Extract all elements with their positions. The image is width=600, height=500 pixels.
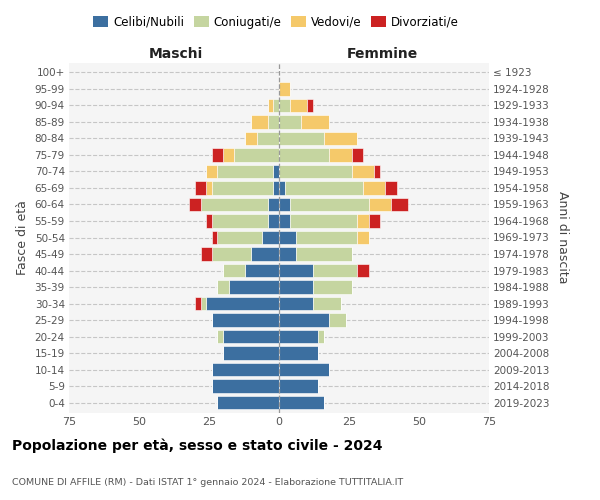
Bar bbox=[352, 164, 374, 178]
Bar bbox=[290, 198, 368, 211]
Bar bbox=[279, 132, 324, 145]
Text: Femmine: Femmine bbox=[347, 46, 418, 60]
Bar bbox=[206, 181, 212, 194]
Bar bbox=[301, 115, 329, 128]
Bar bbox=[307, 98, 313, 112]
Bar bbox=[206, 214, 212, 228]
Bar bbox=[212, 230, 217, 244]
Bar bbox=[279, 82, 290, 96]
Bar bbox=[279, 396, 324, 409]
Bar bbox=[290, 98, 307, 112]
Bar bbox=[268, 98, 274, 112]
Bar bbox=[200, 297, 206, 310]
Bar bbox=[391, 198, 408, 211]
Bar bbox=[279, 164, 352, 178]
Bar bbox=[313, 297, 341, 310]
Text: Popolazione per età, sesso e stato civile - 2024: Popolazione per età, sesso e stato civil… bbox=[12, 438, 383, 453]
Bar bbox=[212, 214, 268, 228]
Bar bbox=[195, 297, 200, 310]
Bar bbox=[268, 115, 279, 128]
Legend: Celibi/Nubili, Coniugati/e, Vedovi/e, Divorziati/e: Celibi/Nubili, Coniugati/e, Vedovi/e, Di… bbox=[88, 11, 464, 34]
Bar bbox=[206, 164, 217, 178]
Bar bbox=[284, 181, 363, 194]
Bar bbox=[212, 181, 274, 194]
Y-axis label: Fasce di età: Fasce di età bbox=[16, 200, 29, 275]
Bar bbox=[313, 280, 352, 294]
Bar bbox=[268, 198, 279, 211]
Bar bbox=[279, 198, 290, 211]
Bar bbox=[279, 264, 313, 278]
Bar bbox=[279, 380, 318, 393]
Bar bbox=[313, 264, 358, 278]
Bar bbox=[329, 314, 346, 327]
Bar bbox=[358, 230, 368, 244]
Bar bbox=[318, 330, 324, 344]
Bar bbox=[296, 230, 358, 244]
Bar bbox=[195, 181, 206, 194]
Bar bbox=[290, 214, 358, 228]
Bar bbox=[206, 297, 279, 310]
Bar bbox=[374, 164, 380, 178]
Bar bbox=[296, 247, 352, 261]
Bar bbox=[251, 115, 268, 128]
Text: COMUNE DI AFFILE (RM) - Dati ISTAT 1° gennaio 2024 - Elaborazione TUTTITALIA.IT: COMUNE DI AFFILE (RM) - Dati ISTAT 1° ge… bbox=[12, 478, 403, 487]
Bar bbox=[229, 280, 279, 294]
Bar bbox=[217, 164, 274, 178]
Bar bbox=[279, 363, 329, 376]
Bar bbox=[200, 247, 212, 261]
Bar bbox=[212, 148, 223, 162]
Bar bbox=[212, 363, 279, 376]
Bar bbox=[257, 132, 279, 145]
Bar bbox=[217, 396, 279, 409]
Bar bbox=[279, 346, 318, 360]
Bar bbox=[223, 264, 245, 278]
Bar bbox=[262, 230, 279, 244]
Bar bbox=[279, 115, 301, 128]
Bar bbox=[251, 247, 279, 261]
Bar bbox=[279, 148, 329, 162]
Bar bbox=[212, 247, 251, 261]
Bar bbox=[279, 297, 313, 310]
Bar bbox=[268, 214, 279, 228]
Bar bbox=[279, 330, 318, 344]
Bar bbox=[329, 148, 352, 162]
Bar bbox=[245, 264, 279, 278]
Bar bbox=[217, 330, 223, 344]
Bar bbox=[279, 230, 296, 244]
Bar bbox=[368, 214, 380, 228]
Bar bbox=[279, 98, 290, 112]
Bar bbox=[368, 198, 391, 211]
Bar bbox=[279, 214, 290, 228]
Bar bbox=[223, 148, 234, 162]
Bar bbox=[200, 198, 268, 211]
Bar bbox=[212, 314, 279, 327]
Bar bbox=[274, 181, 279, 194]
Bar bbox=[279, 181, 284, 194]
Bar bbox=[363, 181, 385, 194]
Bar bbox=[274, 98, 279, 112]
Y-axis label: Anni di nascita: Anni di nascita bbox=[556, 191, 569, 284]
Bar bbox=[223, 330, 279, 344]
Bar bbox=[223, 346, 279, 360]
Text: Maschi: Maschi bbox=[148, 46, 203, 60]
Bar bbox=[190, 198, 200, 211]
Bar bbox=[279, 280, 313, 294]
Bar bbox=[279, 314, 329, 327]
Bar bbox=[212, 380, 279, 393]
Bar bbox=[358, 214, 368, 228]
Bar bbox=[385, 181, 397, 194]
Bar bbox=[279, 247, 296, 261]
Bar bbox=[274, 164, 279, 178]
Bar bbox=[358, 264, 368, 278]
Bar bbox=[245, 132, 257, 145]
Bar bbox=[324, 132, 358, 145]
Bar bbox=[217, 230, 262, 244]
Bar bbox=[217, 280, 229, 294]
Bar bbox=[352, 148, 363, 162]
Bar bbox=[234, 148, 279, 162]
